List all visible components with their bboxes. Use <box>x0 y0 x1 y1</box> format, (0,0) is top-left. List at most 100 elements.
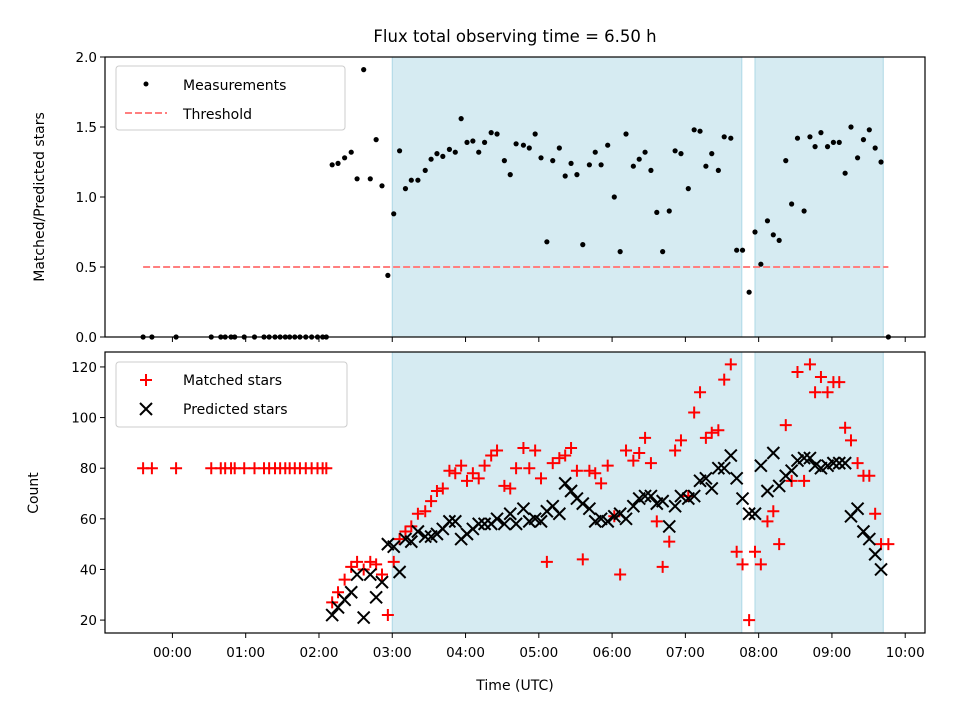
predicted-star-point <box>724 448 738 463</box>
x-tick-label: 04:00 <box>446 645 485 661</box>
matched-star-point <box>748 545 761 558</box>
predicted-star-point <box>344 585 358 599</box>
measurement-point <box>396 148 403 154</box>
predicted-star-point <box>784 464 799 478</box>
measurement-point <box>391 211 397 217</box>
measurement-point <box>422 167 428 173</box>
predicted-star-point <box>638 489 652 503</box>
predicted-star-point <box>838 456 852 470</box>
matched-star-point <box>472 472 485 485</box>
measurement-point <box>373 137 379 143</box>
predicted-star-point <box>717 461 731 475</box>
predicted-star-point <box>369 590 383 605</box>
axes-frame <box>104 56 926 338</box>
measurement-point <box>842 170 848 176</box>
measurement-point <box>408 177 414 183</box>
measurement-point <box>488 130 494 136</box>
x-tick-label: 05:00 <box>519 645 558 661</box>
measurement-point <box>348 149 354 155</box>
matched-star-point <box>663 535 676 548</box>
y-tick-label: 60 <box>80 512 97 528</box>
measurement-point <box>605 142 611 148</box>
matched-star-point <box>546 457 559 470</box>
predicted-star-point <box>404 534 419 549</box>
matched-star-point <box>761 515 774 528</box>
matched-star-point <box>583 464 596 477</box>
measurement-point <box>630 163 636 169</box>
shaded-interval <box>754 351 884 634</box>
measurement-point <box>354 176 360 182</box>
predicted-star-point <box>534 514 548 529</box>
measurement-point <box>446 146 453 152</box>
top-y-axis-label: Matched/Predicted stars <box>32 112 48 282</box>
matched-star-point <box>743 614 756 627</box>
matched-star-point <box>449 467 462 480</box>
matched-star-point <box>798 474 811 487</box>
y-tick-label: 80 <box>80 461 97 477</box>
matched-star-point <box>688 406 701 419</box>
matched-star-point <box>833 376 846 389</box>
measurement-point <box>758 261 764 267</box>
matched-star-point <box>694 386 707 399</box>
y-tick-label: 0.5 <box>76 260 97 276</box>
y-tick-label: 40 <box>80 562 97 578</box>
measurement-point <box>538 155 544 161</box>
measurement-point <box>470 138 476 144</box>
predicted-star-point <box>619 512 633 526</box>
measurement-point <box>830 139 837 145</box>
matched-star-point <box>351 555 364 568</box>
matched-star-point <box>633 447 646 460</box>
matched-star-point <box>535 472 548 485</box>
matched-star-point <box>419 505 432 518</box>
predicted-star-point <box>497 517 512 531</box>
predicted-star-point <box>411 524 425 539</box>
measurement-point <box>691 127 697 133</box>
matched-star-point <box>381 609 394 622</box>
measurement-point <box>812 144 818 150</box>
predicted-star-point <box>772 479 786 493</box>
matched-star-point <box>779 419 792 432</box>
measurement-point <box>660 249 666 255</box>
matched-star-point <box>614 568 627 581</box>
matched-star-point <box>443 464 456 477</box>
predicted-star-point <box>552 507 567 521</box>
matched-star-point <box>620 444 633 457</box>
predicted-star-point <box>442 514 457 529</box>
predicted-star-point <box>668 499 682 513</box>
matched-star-point <box>498 479 511 492</box>
matched-star-point <box>485 449 498 462</box>
matched-star-point <box>718 373 731 386</box>
matched-star-point <box>821 386 834 399</box>
predicted-star-point <box>868 547 882 561</box>
shaded-interval <box>754 56 884 338</box>
measurement-point <box>335 160 341 166</box>
matched-star-point <box>430 484 443 497</box>
measurement-point <box>648 167 654 173</box>
matched-star-point <box>238 462 251 475</box>
axes-frame <box>104 351 926 634</box>
predicted-star-point <box>874 562 888 577</box>
measurement-point <box>801 208 807 214</box>
measurement-point <box>574 172 580 178</box>
x-tick-label: 09:00 <box>812 645 851 661</box>
matched-star-point <box>491 444 504 457</box>
measurement-point <box>807 134 813 140</box>
measurement-point <box>568 160 574 166</box>
predicted-star-point <box>558 476 572 491</box>
matched-star-point <box>639 431 652 444</box>
x-tick-label: 06:00 <box>593 645 632 661</box>
measurement-point <box>764 218 771 224</box>
matched-star-point <box>882 538 895 551</box>
x-tick-label: 03:00 <box>373 645 412 661</box>
predicted-star-point <box>662 519 676 534</box>
predicted-star-point <box>754 458 768 473</box>
measurement-point <box>818 130 824 136</box>
x-tick-label: 08:00 <box>739 645 778 661</box>
y-tick-label: 1.5 <box>76 120 97 136</box>
matched-star-point <box>357 563 370 576</box>
y-tick-label: 0.0 <box>76 330 97 346</box>
predicted-star-point <box>509 517 523 531</box>
measurement-point <box>329 162 335 168</box>
matched-star-point <box>682 490 695 503</box>
legend-measurements-label: Measurements <box>183 78 286 94</box>
